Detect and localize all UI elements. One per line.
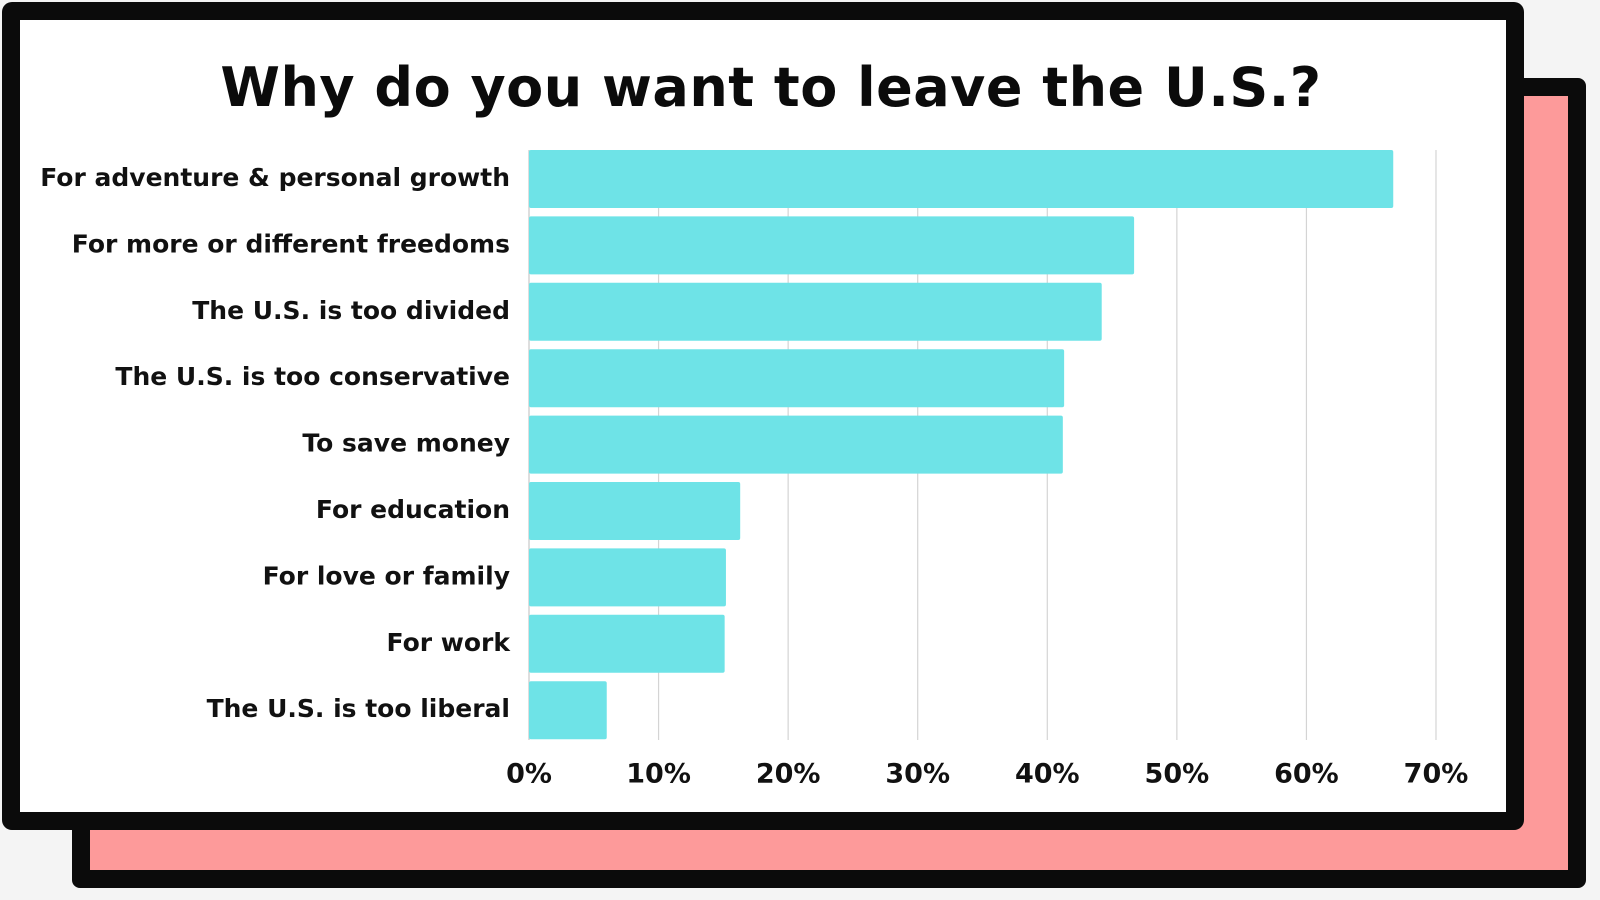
bars [529, 150, 1394, 740]
category-label: For education [316, 495, 510, 524]
x-tick-label: 30% [885, 759, 950, 790]
x-axis-tick-labels: 0% 10% 20% 30% 40% 50% 60% 70% [506, 759, 1468, 790]
category-label: The U.S. is too conservative [115, 362, 510, 391]
bar [529, 150, 1394, 208]
category-labels: For adventure & personal growth For more … [40, 163, 511, 723]
bar [529, 415, 1063, 474]
bar [529, 282, 1102, 341]
bar [529, 482, 741, 540]
x-tick-label: 10% [626, 759, 691, 790]
bar [529, 216, 1135, 275]
x-tick-label: 20% [756, 759, 821, 790]
bar [529, 548, 726, 607]
category-label: For work [387, 628, 512, 657]
bar [529, 681, 607, 740]
bar [529, 614, 725, 673]
x-tick-label: 70% [1404, 759, 1469, 790]
bar [529, 349, 1065, 408]
x-tick-label: 60% [1274, 759, 1339, 790]
category-label: To save money [302, 429, 510, 458]
category-label: The U.S. is too divided [192, 296, 510, 325]
category-label: For adventure & personal growth [40, 163, 510, 192]
x-tick-label: 40% [1015, 759, 1080, 790]
x-tick-label: 0% [506, 759, 552, 790]
category-label: The U.S. is too liberal [207, 694, 510, 723]
chart-title: Why do you want to leave the U.S.? [220, 56, 1322, 119]
x-tick-label: 50% [1145, 759, 1210, 790]
category-label: For love or family [263, 561, 510, 590]
category-label: For more or different freedoms [72, 229, 510, 258]
